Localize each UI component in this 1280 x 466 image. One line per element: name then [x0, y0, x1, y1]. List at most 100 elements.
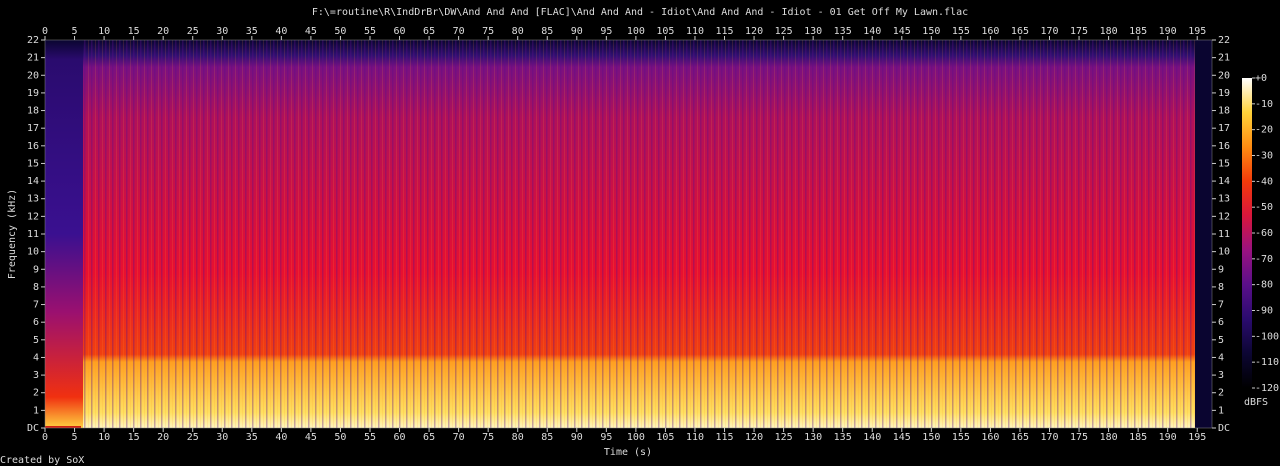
- y-tick-label: 17: [27, 123, 39, 134]
- colorbar-tick-label: +0: [1255, 73, 1267, 84]
- x-tick-label: 175: [1070, 432, 1088, 443]
- x-tick-label-top: 65: [423, 26, 435, 37]
- x-tick-label: 35: [246, 432, 258, 443]
- x-tick-label-top: 150: [922, 26, 940, 37]
- x-tick-label-top: 125: [775, 26, 793, 37]
- y-tick-label: 11: [27, 229, 39, 240]
- x-tick-label-top: 165: [1011, 26, 1029, 37]
- x-tick-label: 130: [804, 432, 822, 443]
- x-tick-label: 85: [541, 432, 553, 443]
- x-tick-label: 135: [834, 432, 852, 443]
- x-tick-label-top: 95: [600, 26, 612, 37]
- x-tick-label-top: 70: [453, 26, 465, 37]
- x-tick-label: 195: [1188, 432, 1206, 443]
- colorbar-tick-label: -40: [1255, 176, 1273, 187]
- y-tick-label: 13: [27, 194, 39, 205]
- colorbar-tick-label: -70: [1255, 254, 1273, 265]
- y-tick-label: 5: [33, 335, 39, 346]
- x-tick-label-top: 90: [571, 26, 583, 37]
- x-tick-label: 180: [1100, 432, 1118, 443]
- y-tick-label-right: 5: [1218, 335, 1224, 346]
- x-tick-label-top: 25: [187, 26, 199, 37]
- y-tick-label: 21: [27, 53, 39, 64]
- x-tick-label-top: 5: [72, 26, 78, 37]
- x-tick-label: 165: [1011, 432, 1029, 443]
- x-tick-label: 75: [482, 432, 494, 443]
- x-tick-label-top: 30: [216, 26, 228, 37]
- x-tick-label: 0: [42, 432, 48, 443]
- x-tick-label: 95: [600, 432, 612, 443]
- colorbar-tick-label: -60: [1255, 228, 1273, 239]
- x-tick-label-top: 10: [98, 26, 110, 37]
- y-tick-label-right: 9: [1218, 264, 1224, 275]
- y-tick-label-right: 18: [1218, 106, 1230, 117]
- x-tick-label: 65: [423, 432, 435, 443]
- x-tick-label: 185: [1129, 432, 1147, 443]
- y-tick-label: 3: [33, 370, 39, 381]
- y-tick-label: 12: [27, 211, 39, 222]
- y-tick-label: 20: [27, 70, 39, 81]
- colorbar-tick-label: -20: [1255, 125, 1273, 136]
- y-tick-label: DC: [27, 423, 39, 434]
- y-tick-label-right: 16: [1218, 141, 1230, 152]
- x-tick-label-top: 155: [952, 26, 970, 37]
- x-tick-label: 30: [216, 432, 228, 443]
- x-tick-label: 190: [1159, 432, 1177, 443]
- x-tick-label: 100: [627, 432, 645, 443]
- y-tick-label: 4: [33, 352, 39, 363]
- x-tick-label: 40: [275, 432, 287, 443]
- x-tick-label-top: 135: [834, 26, 852, 37]
- x-tick-label-top: 85: [541, 26, 553, 37]
- x-tick-label: 70: [453, 432, 465, 443]
- x-tick-label-top: 35: [246, 26, 258, 37]
- y-tick-label: 10: [27, 247, 39, 258]
- x-tick-label-top: 60: [394, 26, 406, 37]
- y-tick-label: 1: [33, 405, 39, 416]
- x-tick-label-top: 145: [893, 26, 911, 37]
- y-tick-label-right: 22: [1218, 35, 1230, 46]
- x-tick-label-top: 115: [715, 26, 733, 37]
- y-tick-label-right: 10: [1218, 247, 1230, 258]
- colorbar-tick-label: -80: [1255, 280, 1273, 291]
- x-tick-label-top: 105: [656, 26, 674, 37]
- x-tick-label-top: 130: [804, 26, 822, 37]
- y-tick-label-right: DC: [1218, 423, 1230, 434]
- x-tick-label-top: 175: [1070, 26, 1088, 37]
- x-tick-label: 15: [128, 432, 140, 443]
- x-tick-label: 170: [1040, 432, 1058, 443]
- x-tick-label: 150: [922, 432, 940, 443]
- x-tick-label: 45: [305, 432, 317, 443]
- x-tick-label-top: 20: [157, 26, 169, 37]
- y-tick-label-right: 2: [1218, 388, 1224, 399]
- y-tick-label: 16: [27, 141, 39, 152]
- x-tick-label: 50: [334, 432, 346, 443]
- x-tick-label: 160: [981, 432, 999, 443]
- colorbar-tick-label: -100: [1255, 331, 1279, 342]
- x-tick-label-top: 100: [627, 26, 645, 37]
- colorbar-tick-label: -120: [1255, 383, 1279, 394]
- y-tick-label-right: 11: [1218, 229, 1230, 240]
- y-tick-label-right: 13: [1218, 194, 1230, 205]
- y-tick-label: 14: [27, 176, 39, 187]
- x-tick-label-top: 140: [863, 26, 881, 37]
- x-tick-label-top: 180: [1100, 26, 1118, 37]
- y-tick-label-right: 21: [1218, 53, 1230, 64]
- x-tick-label: 105: [656, 432, 674, 443]
- y-tick-label: 7: [33, 300, 39, 311]
- x-tick-label-top: 40: [275, 26, 287, 37]
- y-tick-label-right: 7: [1218, 300, 1224, 311]
- colorbar-tick-label: -50: [1255, 202, 1273, 213]
- colorbar-label: dBFS: [1244, 397, 1268, 408]
- y-tick-label-right: 15: [1218, 158, 1230, 169]
- x-tick-label: 90: [571, 432, 583, 443]
- y-tick-label: 18: [27, 106, 39, 117]
- y-tick-label: 8: [33, 282, 39, 293]
- y-tick-label: 9: [33, 264, 39, 275]
- x-tick-label-top: 80: [512, 26, 524, 37]
- x-tick-label-top: 120: [745, 26, 763, 37]
- x-tick-label: 140: [863, 432, 881, 443]
- x-tick-label: 80: [512, 432, 524, 443]
- colorbar-tick-label: -90: [1255, 306, 1273, 317]
- footer: Created by SoX: [0, 455, 84, 466]
